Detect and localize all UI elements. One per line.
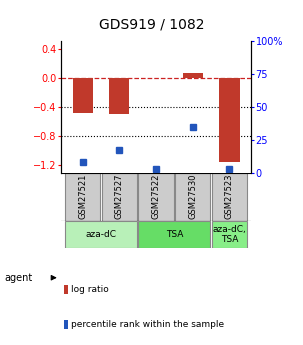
Text: percentile rank within the sample: percentile rank within the sample [71,320,224,329]
Text: aza-dC,
TSA: aza-dC, TSA [213,225,246,244]
Text: GSM27521: GSM27521 [78,174,87,219]
Bar [138,221,210,248]
Text: GDS919 / 1082: GDS919 / 1082 [99,17,204,31]
Text: GSM27522: GSM27522 [152,174,161,219]
Bar [72,78,93,113]
Text: GSM27523: GSM27523 [225,174,234,219]
Text: GSM27527: GSM27527 [115,174,124,219]
Bar [175,172,210,221]
Bar [65,172,100,221]
Text: log ratio: log ratio [71,285,109,294]
Text: agent: agent [5,273,33,283]
Bar [64,320,68,328]
Bar [183,73,203,78]
Text: GSM27530: GSM27530 [188,174,197,219]
Bar [64,286,68,294]
Bar [109,78,129,114]
Bar [219,78,240,162]
Bar [138,172,174,221]
Bar [212,172,247,221]
Text: aza-dC: aza-dC [85,230,116,239]
Bar [65,221,137,248]
Bar [102,172,137,221]
Text: TSA: TSA [166,230,183,239]
Bar [212,221,247,248]
